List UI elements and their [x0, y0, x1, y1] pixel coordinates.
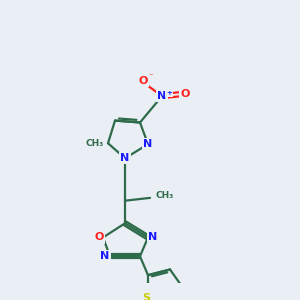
Text: +: + [166, 90, 172, 96]
Text: S: S [142, 293, 150, 300]
Text: CH₃: CH₃ [86, 139, 104, 148]
Text: O: O [94, 232, 104, 242]
Text: N: N [158, 91, 166, 101]
Text: N: N [100, 251, 109, 261]
Text: O: O [138, 76, 148, 86]
Text: CH₃: CH₃ [155, 190, 173, 200]
Text: N: N [120, 153, 130, 163]
Text: ⁻: ⁻ [149, 71, 153, 80]
Text: N: N [143, 139, 153, 149]
Text: N: N [148, 232, 158, 242]
Text: O: O [180, 89, 190, 99]
